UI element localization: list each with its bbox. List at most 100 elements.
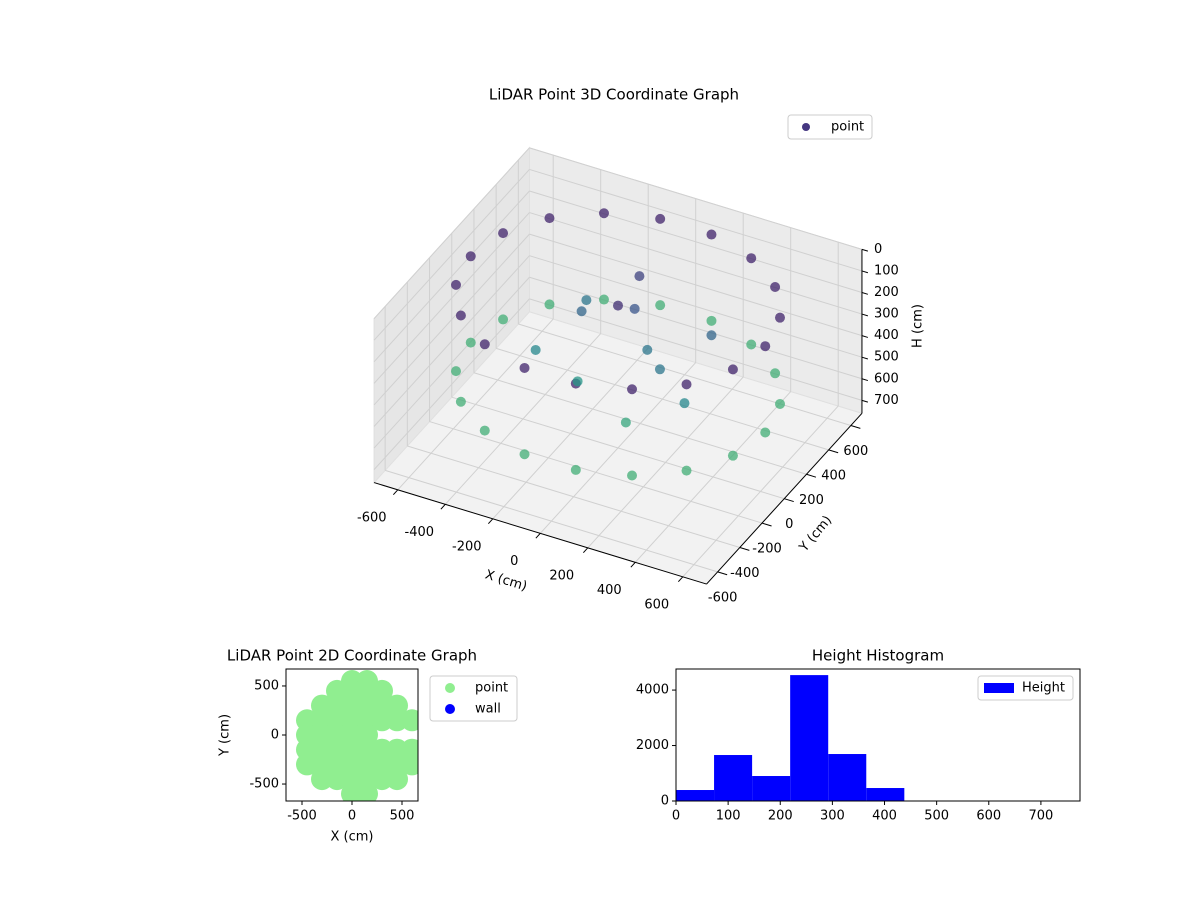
grid-line xyxy=(373,147,530,319)
grid-line xyxy=(373,298,530,470)
tick-mark xyxy=(784,498,794,503)
bar xyxy=(752,776,791,801)
point xyxy=(727,364,738,375)
x-axis-label: X (cm) xyxy=(483,568,529,595)
bar xyxy=(790,675,829,801)
tick-mark xyxy=(828,449,839,454)
y-axis-label: Y (cm) xyxy=(796,513,835,556)
point xyxy=(465,337,476,348)
chart-title: LiDAR Point 2D Coordinate Graph xyxy=(227,647,477,665)
x-tick-label: 600 xyxy=(976,809,1001,824)
grid-line xyxy=(518,323,851,426)
legend-label: point xyxy=(831,120,864,135)
legend-marker xyxy=(802,123,810,131)
z-tick-label: 200 xyxy=(874,285,899,300)
tick-mark xyxy=(861,270,869,274)
grid-line xyxy=(451,396,785,500)
y-tick-label: 2000 xyxy=(636,738,669,753)
grid-line xyxy=(385,469,718,573)
tick-mark xyxy=(739,547,750,551)
x-axis-line xyxy=(373,482,707,585)
point xyxy=(627,470,638,481)
y-axis-label: Y (cm) xyxy=(218,714,233,757)
y-tick-label: 0 xyxy=(271,728,279,743)
y-tick-label: 600 xyxy=(843,444,868,459)
y-tick-label: 400 xyxy=(821,468,846,483)
chart-title: LiDAR Point 3D Coordinate Graph xyxy=(489,86,739,104)
grid-line xyxy=(473,372,807,475)
point xyxy=(581,295,592,306)
point xyxy=(642,344,653,355)
x-tick-label: 700 xyxy=(1028,809,1053,824)
tick-mark xyxy=(850,425,861,429)
point xyxy=(760,341,771,352)
axes-frame xyxy=(675,668,1081,802)
grid-line xyxy=(529,168,863,272)
z-tick-label: 300 xyxy=(874,307,899,322)
z-tick-label: 400 xyxy=(874,328,899,343)
point xyxy=(519,449,530,460)
point xyxy=(706,229,717,240)
tick-mark xyxy=(440,503,446,510)
x-tick-label: 500 xyxy=(390,809,415,824)
point xyxy=(770,368,781,379)
point xyxy=(498,228,509,239)
point xyxy=(598,294,609,305)
tick-mark xyxy=(806,473,817,478)
z-axis-label: H (cm) xyxy=(911,304,926,348)
point xyxy=(451,366,462,377)
point xyxy=(774,398,785,409)
point xyxy=(706,315,717,326)
x-tick-label: 300 xyxy=(820,809,845,824)
x-tick-label: 600 xyxy=(644,597,669,612)
grid-line xyxy=(407,445,740,548)
point xyxy=(479,425,490,436)
grid-line xyxy=(373,233,530,406)
x-tick-label: -400 xyxy=(405,525,435,540)
x-tick-label: 400 xyxy=(597,583,622,598)
y-tick-label: 500 xyxy=(254,678,279,693)
point xyxy=(401,709,418,732)
z-tick-label: 0 xyxy=(874,242,882,257)
legend-label: point xyxy=(475,681,508,696)
grid-line xyxy=(529,298,863,401)
point xyxy=(727,450,738,461)
grid-line xyxy=(429,421,763,524)
point xyxy=(746,253,757,264)
point xyxy=(681,379,692,390)
point xyxy=(455,396,466,407)
bar xyxy=(714,755,753,801)
x-tick-label: -200 xyxy=(452,539,482,554)
legend-marker xyxy=(445,704,455,714)
point xyxy=(613,300,623,311)
grid-line xyxy=(373,169,530,341)
point xyxy=(498,314,509,325)
point xyxy=(401,753,418,776)
grid-line xyxy=(529,276,863,380)
z-tick-label: 500 xyxy=(874,350,899,365)
tick-mark xyxy=(392,489,399,496)
y-tick-label: 200 xyxy=(799,493,824,508)
z-tick-label: 700 xyxy=(874,393,899,408)
z-tick-label: 100 xyxy=(874,263,899,278)
legend-label: Height xyxy=(1022,681,1065,696)
x-tick-label: 0 xyxy=(348,809,356,824)
y-tick-label: 0 xyxy=(661,794,669,809)
legend-marker xyxy=(984,683,1014,693)
chart-title: Height Histogram xyxy=(812,647,944,665)
point xyxy=(572,376,583,387)
y-tick-label: -600 xyxy=(708,590,738,605)
bar xyxy=(676,790,715,801)
grid-line xyxy=(373,212,530,384)
bar xyxy=(866,788,905,801)
point xyxy=(681,465,692,476)
point xyxy=(386,768,408,791)
z-tick-label: 600 xyxy=(874,371,899,386)
point xyxy=(570,464,581,475)
legend-label: wall xyxy=(475,702,501,717)
y-tick-label: 4000 xyxy=(636,683,669,698)
x-tick-label: -500 xyxy=(287,809,317,824)
tick-mark xyxy=(861,248,869,252)
